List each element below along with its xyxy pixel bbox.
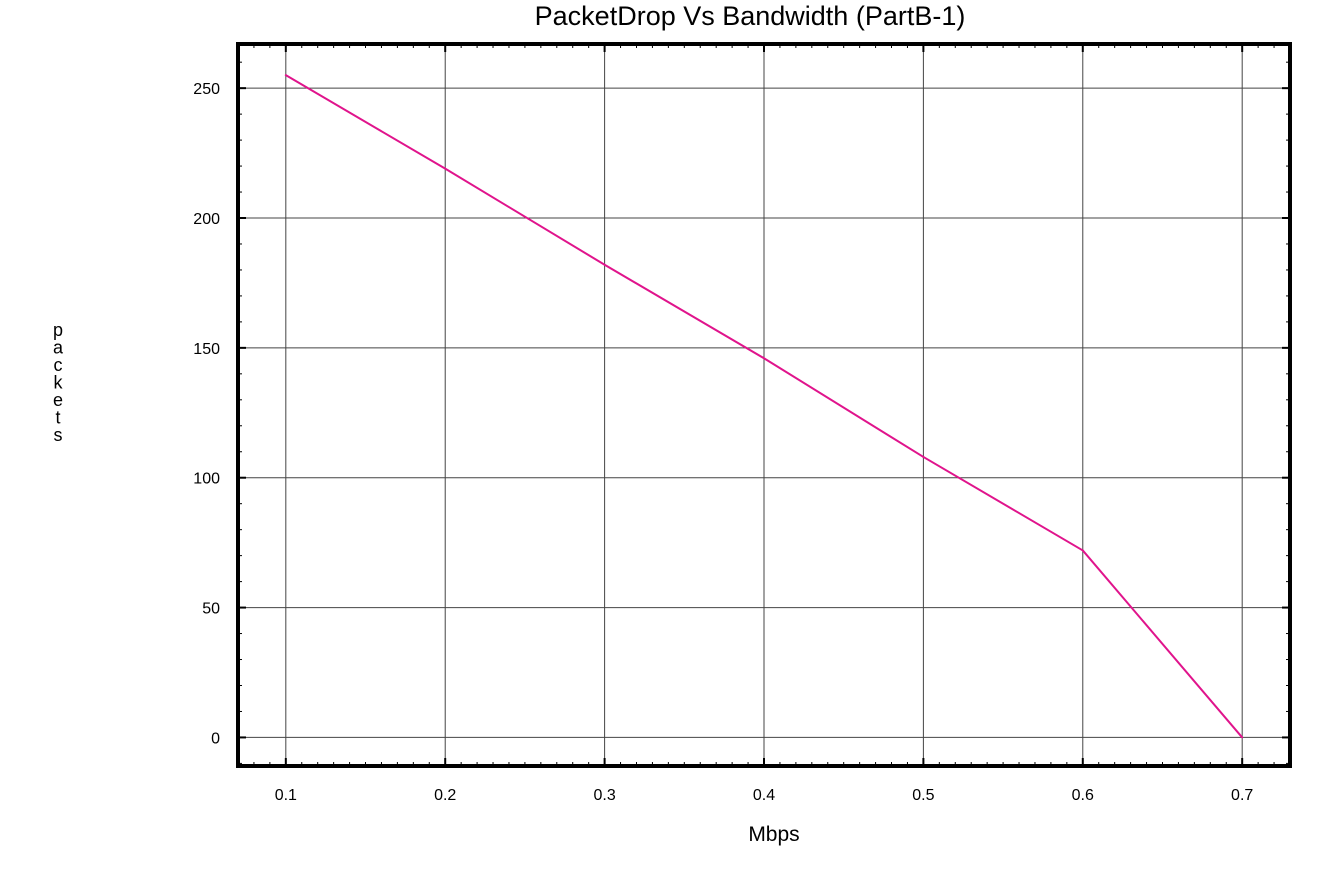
x-tick-label: 0.4	[753, 787, 775, 804]
y-tick-label: 100	[193, 471, 220, 488]
x-tick-label: 0.1	[275, 787, 297, 804]
y-tick-label: 150	[193, 341, 220, 358]
x-tick-label: 0.7	[1231, 787, 1253, 804]
series-layer	[284, 74, 1244, 739]
x-tick-label: 0.6	[1072, 787, 1094, 804]
y-tick-label: 50	[202, 601, 220, 618]
data-point	[603, 263, 606, 266]
x-tick-label: 0.2	[434, 787, 456, 804]
y-axis-label-letter: s	[54, 425, 63, 445]
data-point	[444, 167, 447, 170]
y-axis-label-letter: a	[53, 338, 64, 358]
y-tick-label: 200	[193, 211, 220, 228]
x-tick-label: 0.5	[912, 787, 934, 804]
x-axis-label: Mbps	[748, 823, 799, 846]
data-point	[1241, 736, 1244, 739]
data-point	[922, 455, 925, 458]
y-axis-label-letter: e	[53, 390, 63, 410]
y-axis-label-letter: k	[54, 373, 64, 393]
data-point	[284, 74, 287, 77]
chart-title: PacketDrop Vs Bandwidth (PartB-1)	[534, 1, 966, 31]
y-axis-label-letter: t	[55, 408, 60, 428]
data-point	[1081, 549, 1084, 552]
data-point	[763, 357, 765, 360]
y-tick-label: 0	[211, 730, 220, 747]
y-axis-label-letter: p	[53, 320, 63, 340]
tick-labels: 0.1 0.2 0.3 0.4 0.5 0.6 0.7 0 50 100 150 200 250	[193, 81, 1253, 804]
y-axis-label-letter: c	[54, 355, 63, 375]
grid-lines	[238, 44, 1290, 766]
y-tick-label: 250	[193, 81, 220, 98]
x-tick-label: 0.3	[593, 787, 615, 804]
plot-frame	[236, 42, 1292, 768]
